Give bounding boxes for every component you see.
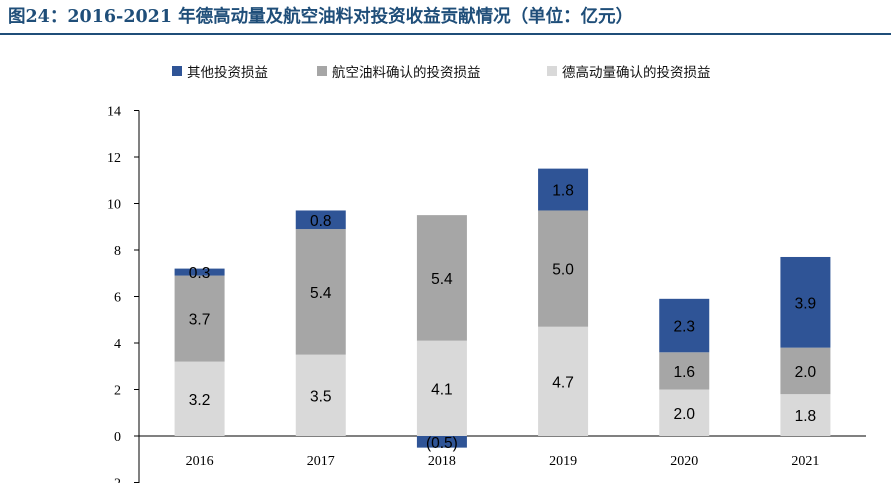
data-label-dgmm-2017: 3.5 xyxy=(310,388,332,405)
x-tick-label: 2020 xyxy=(670,454,698,469)
data-label-dgmm-2020: 2.0 xyxy=(673,406,695,423)
y-tick-label: 10 xyxy=(107,198,121,213)
legend-item-aviation: 航空油料确认的投资损益 xyxy=(317,61,481,81)
bar-segment-other-2016 xyxy=(174,268,225,276)
x-tick-label: 2018 xyxy=(428,454,456,469)
legend-label-aviation: 航空油料确认的投资损益 xyxy=(332,65,481,81)
data-label-aviation-2016: 3.7 xyxy=(189,312,211,329)
x-tick-label: 2019 xyxy=(549,454,577,469)
bar-segment-other-2017 xyxy=(295,210,346,230)
x-tick-label: 2017 xyxy=(307,454,335,469)
bar-segment-aviation-2019 xyxy=(538,210,589,327)
y-tick-label: 2 xyxy=(114,384,121,399)
y-tick-label: 6 xyxy=(114,291,121,306)
title-rule xyxy=(0,33,891,35)
y-tick-label: 0 xyxy=(114,430,121,445)
data-label-other-2020: 2.3 xyxy=(673,319,695,336)
bar-segment-dgmm-2018 xyxy=(416,340,467,436)
data-label-other-2018: (0.5) xyxy=(426,435,458,452)
bar-segment-other-2021 xyxy=(780,256,831,348)
bar-segment-aviation-2016 xyxy=(174,275,225,362)
data-label-other-2021: 3.9 xyxy=(795,295,817,312)
data-label-dgmm-2021: 1.8 xyxy=(795,408,817,425)
y-tick-label: 14 xyxy=(107,105,121,120)
bar-segment-other-2020 xyxy=(659,298,710,353)
bar-segment-other-2019 xyxy=(538,168,589,211)
bar-segment-dgmm-2021 xyxy=(780,394,831,436)
bar-segment-aviation-2017 xyxy=(295,229,346,355)
data-label-aviation-2018: 5.4 xyxy=(431,271,453,288)
legend-item-other: 其他投资损益 xyxy=(172,61,268,81)
bar-segment-dgmm-2017 xyxy=(295,354,346,436)
bar-segment-dgmm-2020 xyxy=(659,389,710,436)
data-label-other-2016: 0.3 xyxy=(189,265,211,282)
data-label-other-2017: 0.8 xyxy=(310,213,332,230)
y-tick-label: 12 xyxy=(107,151,121,166)
legend-swatch-aviation xyxy=(317,66,327,76)
y-tick-label: -2 xyxy=(109,477,121,483)
data-label-other-2019: 1.8 xyxy=(552,183,574,200)
legend-item-dgmm: 德高动量确认的投资损益 xyxy=(547,61,711,81)
bar-segment-aviation-2020 xyxy=(659,352,710,390)
bar-segment-dgmm-2016 xyxy=(174,361,225,436)
data-label-aviation-2019: 5.0 xyxy=(552,262,574,279)
legend-swatch-dgmm xyxy=(547,66,557,76)
figure-title: 图24：2016-2021 年德高动量及航空油料对投资收益贡献情况（单位：亿元） xyxy=(8,7,634,27)
bar-segment-other-2018 xyxy=(416,436,467,448)
legend-swatch-other xyxy=(172,66,182,76)
bar-segment-aviation-2021 xyxy=(780,347,831,395)
legend-label-other: 其他投资损益 xyxy=(187,65,268,81)
legend-label-dgmm: 德高动量确认的投资损益 xyxy=(562,65,711,81)
y-tick-label: 8 xyxy=(114,244,121,259)
x-tick-label: 2021 xyxy=(791,454,819,469)
chart-legend: 其他投资损益 航空油料确认的投资损益 德高动量确认的投资损益 xyxy=(0,61,891,81)
data-label-dgmm-2016: 3.2 xyxy=(189,392,211,409)
data-label-dgmm-2019: 4.7 xyxy=(552,374,574,391)
bar-segment-dgmm-2019 xyxy=(538,326,589,436)
data-label-aviation-2017: 5.4 xyxy=(310,285,332,302)
bar-segment-aviation-2018 xyxy=(416,215,467,341)
data-label-aviation-2020: 1.6 xyxy=(673,364,695,381)
data-label-aviation-2021: 2.0 xyxy=(795,364,817,381)
y-tick-label: 4 xyxy=(114,337,121,352)
data-label-dgmm-2018: 4.1 xyxy=(431,381,453,398)
x-tick-label: 2016 xyxy=(186,454,214,469)
